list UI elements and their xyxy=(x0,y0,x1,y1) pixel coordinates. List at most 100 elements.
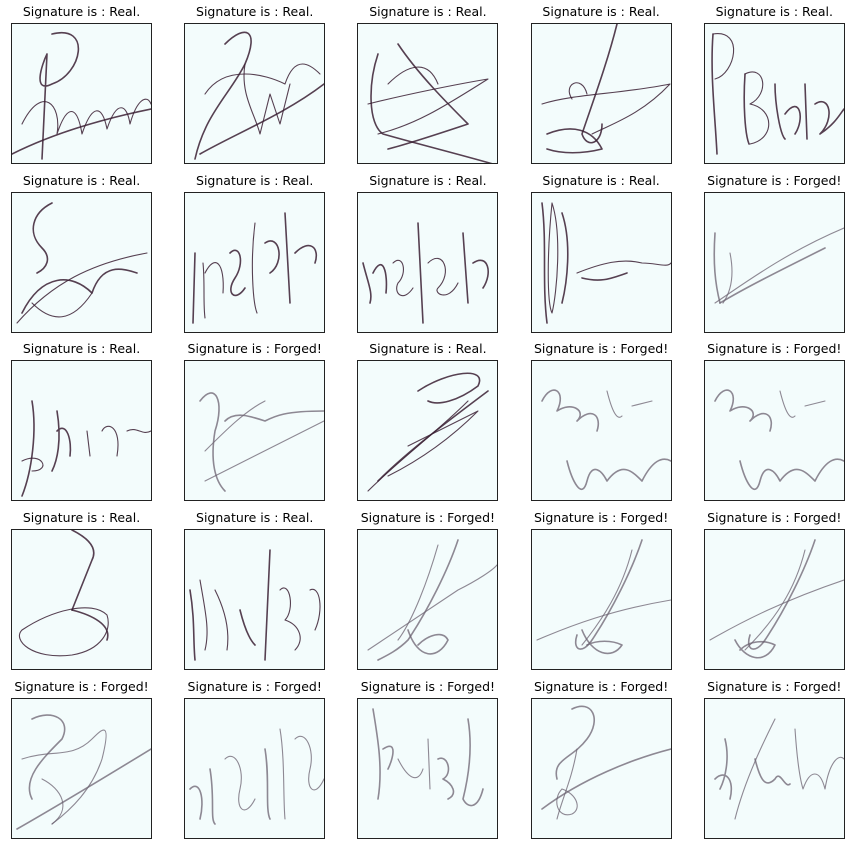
ink-stroke xyxy=(370,53,493,163)
ink-stroke xyxy=(713,389,772,433)
ink-stroke xyxy=(32,201,53,274)
ink-stroke xyxy=(194,31,253,160)
signature-scribble xyxy=(713,227,844,304)
ink-stroke xyxy=(555,705,595,780)
signature-scribble xyxy=(367,372,490,492)
ink-stroke xyxy=(743,73,750,145)
ink-stroke xyxy=(540,747,671,810)
ink-stroke xyxy=(722,252,733,304)
ink-stroke xyxy=(712,33,734,80)
signature-scribble xyxy=(362,221,490,324)
signature-title: Signature is : Forged! xyxy=(533,341,669,357)
ink-stroke xyxy=(581,549,633,646)
signature-image xyxy=(11,529,152,671)
signature-image xyxy=(530,697,672,839)
ink-stroke xyxy=(462,231,490,304)
signature-scribble xyxy=(189,728,325,825)
signature-image xyxy=(11,191,152,333)
signature-scribble xyxy=(18,530,109,657)
ink-stroke xyxy=(41,778,64,825)
signature-scribble xyxy=(189,549,321,661)
ink-stroke xyxy=(407,629,450,655)
signature-scribble xyxy=(16,714,151,830)
ink-stroke xyxy=(16,747,151,830)
signature-image xyxy=(357,191,499,333)
ink-stroke xyxy=(202,261,224,319)
ink-stroke xyxy=(199,83,325,155)
ink-stroke xyxy=(541,83,671,135)
ink-stroke xyxy=(71,530,95,611)
signature-image xyxy=(184,23,326,164)
ink-stroke xyxy=(387,410,479,477)
signature-title: Signature is : Forged! xyxy=(533,510,669,526)
ink-stroke xyxy=(189,589,196,661)
ink-stroke xyxy=(18,607,109,657)
ink-stroke xyxy=(568,82,588,100)
signature-scribble xyxy=(540,389,671,491)
ink-stroke xyxy=(21,268,138,314)
ink-stroke xyxy=(264,211,318,304)
signature-title: Signature is : Real. xyxy=(542,4,660,19)
signature-image xyxy=(703,529,845,671)
ink-stroke xyxy=(189,767,216,825)
signature-image xyxy=(357,360,499,502)
ink-stroke xyxy=(576,260,671,274)
signature-image xyxy=(184,529,326,671)
signature-scribble xyxy=(194,31,325,160)
signature-title: Signature is : Real. xyxy=(542,172,660,188)
ink-stroke xyxy=(192,251,196,324)
ink-stroke xyxy=(21,458,44,472)
ink-stroke xyxy=(753,757,791,786)
ink-stroke xyxy=(713,737,732,800)
signature-scribble xyxy=(541,24,671,154)
signature-title: Signature is : Real. xyxy=(196,4,314,19)
signature-scribble xyxy=(372,707,485,807)
ink-stroke xyxy=(545,128,603,154)
signature-scribble xyxy=(713,389,844,491)
ink-stroke xyxy=(744,549,806,651)
signature-image xyxy=(184,697,326,839)
signature-title: Signature is : Real. xyxy=(196,172,314,188)
ink-stroke xyxy=(16,252,148,324)
signature-scribble xyxy=(540,705,671,820)
ink-stroke xyxy=(711,33,718,155)
signature-scribble xyxy=(192,211,318,324)
ink-stroke xyxy=(738,458,844,491)
ink-stroke xyxy=(239,549,271,661)
signature-title: Signature is : Forged! xyxy=(360,678,496,694)
signature-title: Signature is : Real. xyxy=(715,4,833,19)
ink-stroke xyxy=(556,748,578,820)
signature-title: Signature is : Real. xyxy=(22,341,141,357)
ink-stroke xyxy=(560,211,569,304)
signature-title: Signature is : Forged! xyxy=(707,341,842,357)
ink-stroke xyxy=(392,259,414,296)
signature-title: Signature is : Forged! xyxy=(187,341,322,357)
ink-stroke xyxy=(709,579,844,641)
signature-image xyxy=(184,360,326,502)
ink-stroke xyxy=(204,420,325,482)
signature-title: Signature is : Real. xyxy=(369,341,487,357)
signature-title: Signature is : Forged! xyxy=(707,510,842,526)
ink-stroke xyxy=(773,83,844,140)
ink-stroke xyxy=(367,564,498,651)
ink-stroke xyxy=(264,747,271,820)
signature-scribble xyxy=(199,392,325,493)
signature-scribble xyxy=(540,201,671,324)
signature-image xyxy=(530,191,672,333)
ink-stroke xyxy=(580,24,618,144)
signature-image xyxy=(357,697,499,839)
ink-stroke xyxy=(536,599,671,641)
ink-stroke xyxy=(606,390,653,419)
ink-stroke xyxy=(397,738,431,790)
ink-stroke xyxy=(243,63,291,135)
signature-image xyxy=(184,191,326,333)
ink-stroke xyxy=(377,539,460,661)
signature-image xyxy=(703,191,845,333)
ink-stroke xyxy=(229,249,246,296)
signature-image xyxy=(11,697,152,839)
signature-image xyxy=(703,697,845,839)
signature-scribble xyxy=(713,718,844,820)
signature-title: Signature is : Forged! xyxy=(14,678,149,694)
ink-stroke xyxy=(204,63,321,95)
signature-scribble xyxy=(536,539,671,655)
